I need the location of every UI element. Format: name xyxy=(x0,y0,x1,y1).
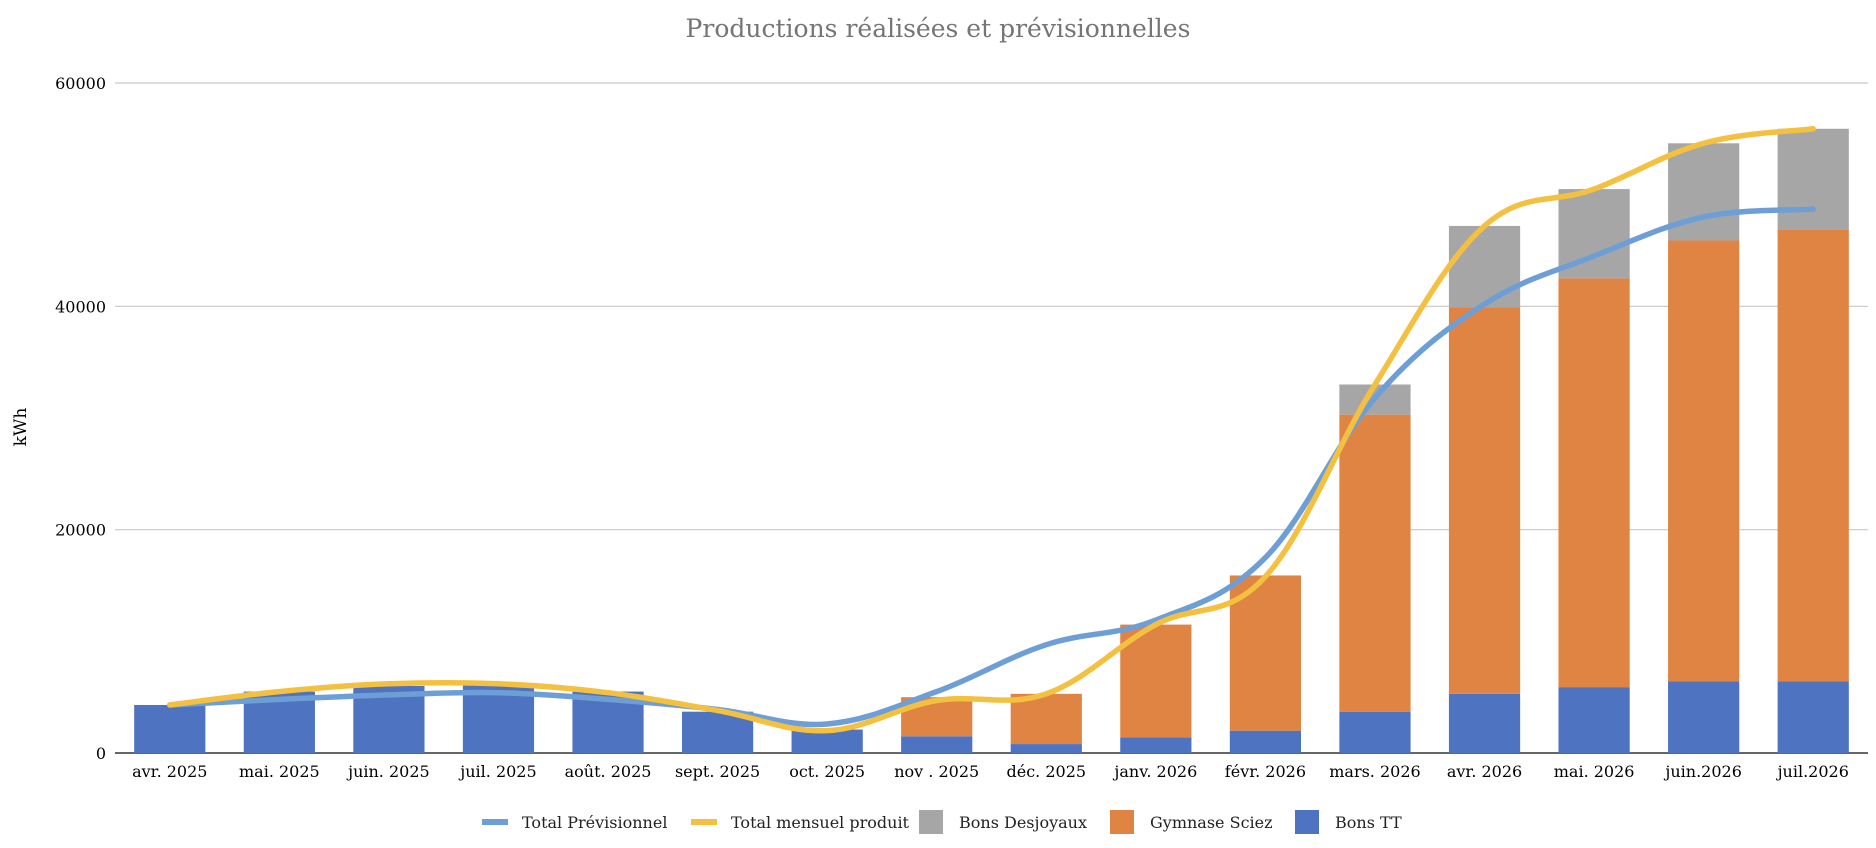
y-axis-ticks: 0 20000 40000 60000 xyxy=(55,74,106,763)
legend-item: Bons TT xyxy=(1295,810,1402,834)
bar-bons-tt xyxy=(1558,687,1630,753)
x-tick-label: oct. 2025 xyxy=(789,762,865,781)
bar-gymnase-sciez xyxy=(1668,240,1740,682)
x-tick-label: avr. 2026 xyxy=(1447,762,1522,781)
legend-label: Gymnase Sciez xyxy=(1150,813,1273,832)
legend-box-swatch xyxy=(1295,810,1319,834)
legend-label: Total Prévisionnel xyxy=(522,813,667,832)
bar-bons-tt xyxy=(791,729,863,753)
bar-bons-tt xyxy=(1229,730,1302,753)
legend-item: Total Prévisionnel xyxy=(482,813,667,832)
x-tick-label: août. 2025 xyxy=(565,762,652,781)
x-axis-ticks: avr. 2025 mai. 2025 juin. 2025 juil. 2025 ao… xyxy=(132,762,1849,781)
chart-title: Productions réalisées et prévisionnelles xyxy=(686,14,1191,43)
bar-bons-tt xyxy=(1120,737,1192,753)
bar-gymnase-sciez xyxy=(1339,414,1411,712)
legend-label: Bons TT xyxy=(1335,813,1402,832)
y-tick-label: 40000 xyxy=(55,297,106,316)
bar-gymnase-sciez xyxy=(1120,624,1192,738)
x-tick-label: févr. 2026 xyxy=(1225,762,1306,781)
legend: Total Prévisionnel Total mensuel produit B… xyxy=(482,810,1402,834)
bar-bons-desjoyaux xyxy=(1448,225,1521,308)
legend-line-swatch xyxy=(691,819,717,825)
y-tick-label: 0 xyxy=(96,744,106,763)
x-tick-label: mai. 2026 xyxy=(1554,762,1635,781)
legend-label: Total mensuel produit xyxy=(731,813,910,832)
y-tick-label: 60000 xyxy=(55,74,106,93)
legend-box-swatch xyxy=(919,810,943,834)
x-tick-label: sept. 2025 xyxy=(675,762,760,781)
line-total-prévisionnel xyxy=(167,206,1816,728)
bar-gymnase-sciez xyxy=(1777,229,1849,682)
y-tick-label: 20000 xyxy=(55,521,106,540)
x-tick-label: mars. 2026 xyxy=(1329,762,1420,781)
bar-bons-tt xyxy=(1010,744,1082,753)
legend-item: Gymnase Sciez xyxy=(1110,810,1273,834)
x-tick-label: avr. 2025 xyxy=(132,762,207,781)
legend-label: Bons Desjoyaux xyxy=(959,813,1087,832)
x-tick-label: juin.2026 xyxy=(1663,762,1742,781)
x-tick-label: janv. 2026 xyxy=(1112,762,1197,781)
bar-gymnase-sciez xyxy=(1558,278,1630,688)
x-tick-label: juil.2026 xyxy=(1776,762,1849,781)
bar-gymnase-sciez xyxy=(1010,693,1082,745)
legend-box-swatch xyxy=(1110,810,1134,834)
x-tick-label: déc. 2025 xyxy=(1007,762,1087,781)
bar-bons-tt xyxy=(134,704,206,753)
bars xyxy=(134,128,1849,753)
bar-bons-tt xyxy=(1668,681,1740,753)
bar-bons-tt xyxy=(1339,711,1411,753)
y-axis-label: kWh xyxy=(11,408,31,447)
bar-bons-tt xyxy=(1448,693,1521,753)
x-tick-label: juin. 2025 xyxy=(346,762,430,781)
line-total-mensuel-produit xyxy=(167,126,1816,734)
series-lines xyxy=(167,126,1816,734)
legend-item: Bons Desjoyaux xyxy=(919,810,1087,834)
x-tick-label: nov . 2025 xyxy=(894,762,979,781)
bar-bons-tt xyxy=(901,736,973,753)
bar-bons-tt xyxy=(1777,681,1849,753)
bar-bons-desjoyaux xyxy=(1777,128,1849,230)
bar-gymnase-sciez xyxy=(1448,307,1521,694)
x-tick-label: juil. 2025 xyxy=(458,762,536,781)
x-tick-label: mai. 2025 xyxy=(239,762,320,781)
legend-item: Total mensuel produit xyxy=(691,813,910,832)
legend-line-swatch xyxy=(482,819,508,825)
bar-gymnase-sciez xyxy=(1229,575,1302,731)
